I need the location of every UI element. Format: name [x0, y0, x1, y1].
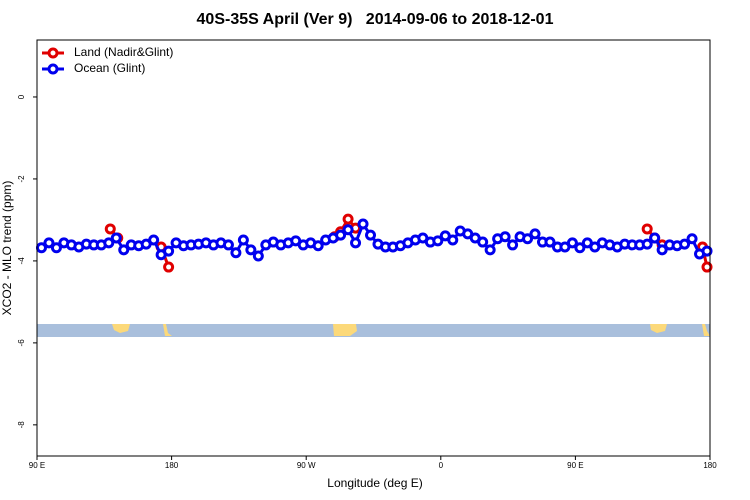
y-tick-label: -2 [17, 175, 26, 183]
data-point [230, 247, 242, 259]
data-point [529, 228, 541, 240]
y-tick-label: -8 [17, 421, 26, 429]
data-point [507, 239, 519, 251]
data-point [148, 234, 160, 246]
x-tick-label: 90 E [29, 461, 45, 470]
x-tick-label: 0 [439, 461, 444, 470]
data-point [574, 242, 586, 254]
data-point [641, 238, 653, 250]
data-point [484, 244, 496, 256]
data-point [312, 240, 324, 252]
data-point [522, 233, 534, 245]
data-point [686, 233, 698, 245]
legend-label: Land (Nadir&Glint) [74, 45, 173, 59]
data-point [237, 234, 249, 246]
x-axis-title: Longitude (deg E) [327, 476, 422, 490]
legend-label: Ocean (Glint) [74, 61, 145, 75]
x-tick-label: 90 W [297, 461, 316, 470]
data-point [335, 229, 347, 241]
land-blob [333, 324, 357, 336]
land-blob [163, 324, 172, 336]
data-point [679, 238, 691, 250]
data-point [118, 244, 130, 256]
data-point [701, 261, 713, 273]
data-point [103, 237, 115, 249]
data-point [432, 235, 444, 247]
ocean-strip [37, 324, 710, 337]
land-blob [650, 324, 667, 333]
data-point [701, 245, 713, 257]
data-point [357, 218, 369, 230]
x-tick-label: 180 [703, 461, 717, 470]
series-line [40, 220, 708, 259]
data-point [342, 224, 354, 236]
data-point [104, 223, 116, 235]
data-point [252, 250, 264, 262]
legend-marker [47, 63, 59, 75]
data-point [544, 236, 556, 248]
data-point [649, 232, 661, 244]
data-point [222, 239, 234, 251]
x-tick-label: 180 [165, 461, 179, 470]
y-tick-label: -6 [17, 339, 26, 347]
data-point [499, 231, 511, 243]
data-point [163, 245, 175, 257]
y-tick-label: -4 [17, 257, 26, 265]
data-point [641, 223, 653, 235]
data-point [477, 236, 489, 248]
land-blob [112, 324, 130, 333]
chart-title: 40S-35S April (Ver 9) 2014-09-06 to 2018… [197, 11, 554, 28]
y-tick-label: 0 [17, 94, 26, 99]
data-point [342, 213, 354, 225]
data-point [365, 229, 377, 241]
x-tick-label: 90 E [567, 461, 583, 470]
plot-frame [36, 39, 711, 457]
data-point [43, 237, 55, 249]
data-point [245, 244, 257, 256]
data-point [656, 244, 668, 256]
legend-marker [47, 47, 59, 59]
data-point [566, 237, 578, 249]
y-axis-title: XCO2 - MLO trend (ppm) [0, 181, 14, 316]
data-point [163, 261, 175, 273]
data-point [50, 242, 62, 254]
data-point [447, 234, 459, 246]
data-point [350, 237, 362, 249]
data-point [110, 232, 122, 244]
land-blob [702, 324, 710, 336]
map-strip [37, 324, 710, 337]
